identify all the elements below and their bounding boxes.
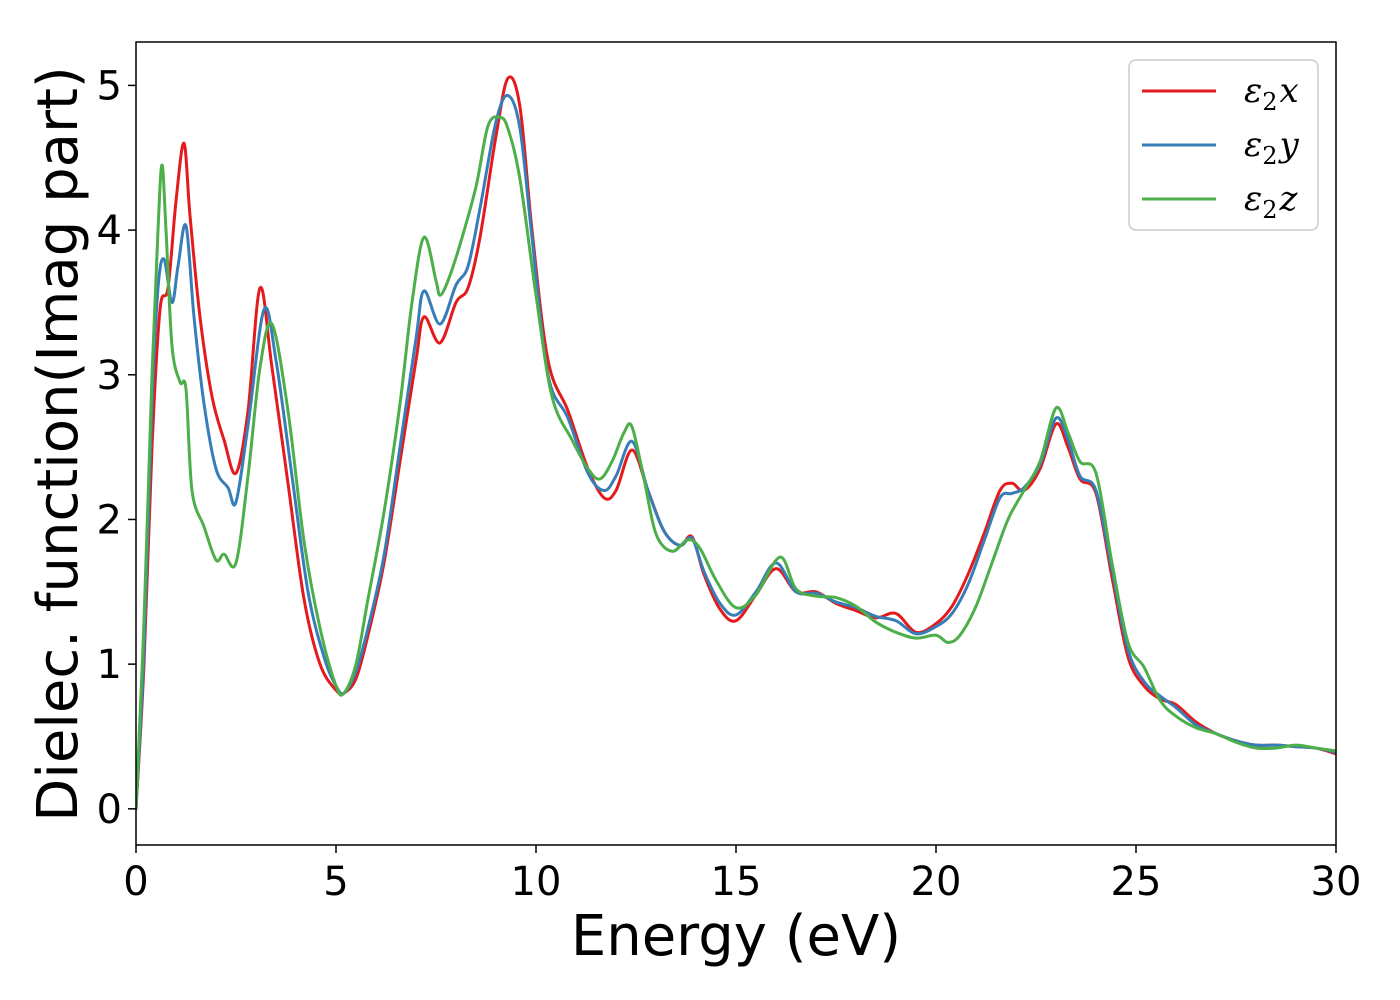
y-tick-label: 1: [97, 642, 122, 688]
x-tick-label: 20: [911, 859, 962, 905]
legend-label-y: ε2y: [1244, 125, 1300, 170]
y-axis: 0 1 2 3 4 5: [97, 63, 136, 833]
x-tick-label: 15: [711, 859, 762, 905]
legend-label-x: ε2x: [1244, 71, 1299, 116]
y-tick-label: 2: [97, 497, 122, 543]
series-line-z: [136, 115, 1336, 811]
x-tick-label: 0: [123, 859, 148, 905]
legend: ε2x ε2y ε2z: [1128, 59, 1319, 231]
series-line-x: [136, 75, 1336, 811]
y-tick-label: 0: [97, 787, 122, 833]
y-tick-label: 3: [97, 353, 122, 399]
y-tick-label: 5: [97, 63, 122, 109]
legend-label-z: ε2z: [1244, 179, 1299, 224]
legend-box: [1128, 59, 1319, 231]
series-line-y: [136, 94, 1336, 811]
x-axis: 0 5 10 15 20 25 30: [123, 845, 1361, 905]
y-axis-title: Dielec. function(Imag part): [26, 66, 91, 822]
x-axis-title: Energy (eV): [571, 904, 901, 969]
y-tick-label: 4: [97, 208, 122, 254]
x-tick-label: 30: [1311, 859, 1362, 905]
x-tick-label: 25: [1111, 859, 1162, 905]
x-tick-label: 10: [511, 859, 562, 905]
series-layer: [136, 75, 1336, 811]
x-tick-label: 5: [323, 859, 348, 905]
